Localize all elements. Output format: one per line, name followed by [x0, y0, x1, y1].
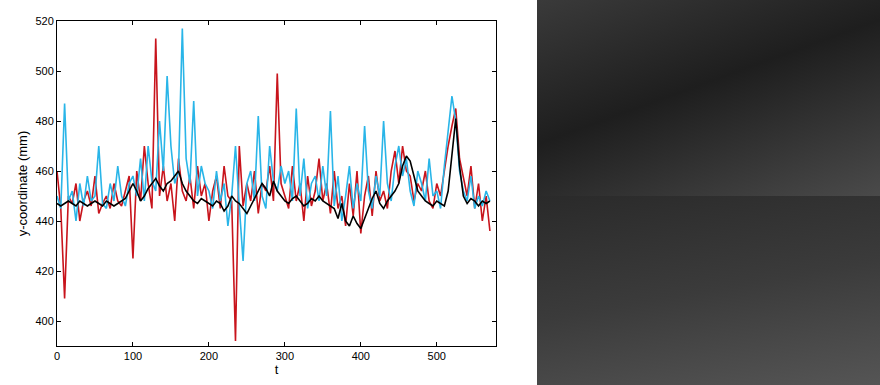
- svg-text:400: 400: [352, 350, 370, 362]
- svg-text:500: 500: [35, 65, 53, 77]
- svg-text:y-coordinate (mm): y-coordinate (mm): [15, 131, 30, 236]
- svg-text:400: 400: [35, 315, 53, 327]
- svg-text:300: 300: [276, 350, 294, 362]
- svg-text:500: 500: [428, 350, 446, 362]
- svg-text:520: 520: [35, 15, 53, 27]
- svg-text:200: 200: [200, 350, 218, 362]
- svg-text:440: 440: [35, 215, 53, 227]
- svg-text:t: t: [275, 362, 279, 377]
- svg-text:480: 480: [35, 115, 53, 127]
- svg-text:460: 460: [35, 165, 53, 177]
- svg-text:0: 0: [54, 350, 60, 362]
- svg-text:100: 100: [124, 350, 142, 362]
- svg-text:420: 420: [35, 265, 53, 277]
